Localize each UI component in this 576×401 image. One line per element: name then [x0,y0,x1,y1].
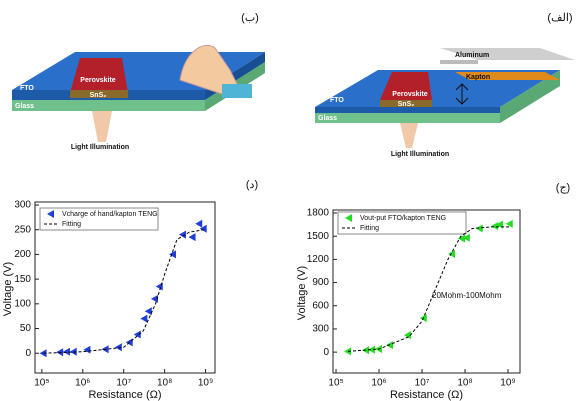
light-beam [400,123,418,148]
aluminum-front [440,60,478,64]
legend-label: Fitting [62,221,81,228]
legend-label: Vout-put FTO/kapton TENG [360,215,446,222]
label: Glass [318,115,337,122]
annotation: 20Mohm-100Mohm [432,291,502,300]
y-tick-label: 250 [14,224,31,235]
x-tick-label: 10⁷ [415,378,430,389]
x-tick-label: 10⁶ [75,378,90,389]
data-point [140,315,147,323]
x-tick-label: 10⁹ [198,378,213,389]
label: Kapton [466,74,490,81]
y-tick-label: 200 [14,249,31,260]
light-beam [92,111,112,142]
x-tick-label: 10⁸ [157,378,172,389]
data-point [145,307,152,315]
data-point [491,222,498,230]
x-tick-label: 10⁶ [371,378,386,389]
data-point [195,220,202,228]
x-tick-label: 10⁷ [116,378,131,389]
glass [315,113,500,123]
label: Perovskite [80,77,116,84]
fit-line [44,230,204,354]
y-tick-label: 300 [312,324,329,335]
fit-line [348,227,510,351]
label: Light Illumination [71,144,129,151]
data-point [63,348,70,356]
x-tick-label: 10⁸ [457,378,472,389]
y-tick-label: 100 [14,298,31,309]
y-tick-label: 1500 [307,231,330,242]
y-tick-label: 1200 [307,254,330,265]
fto-front [315,107,500,113]
panel-label: (د) [246,179,258,191]
label: SnS₂ [398,101,415,108]
y-axis-title: Voltage (V) [2,262,14,316]
sleeve [222,84,252,98]
label: FTO [330,97,344,104]
y-tick-label: 900 [312,277,329,288]
data-point [448,250,455,258]
data-point [458,235,465,243]
y-tick-label: 0 [25,348,31,359]
label: Perovskite [392,91,428,98]
y-tick-label: 600 [312,300,329,311]
x-axis-title: Resistance (Ω) [88,389,161,401]
glass [12,100,205,111]
data-point [83,346,90,354]
data-point [189,233,196,241]
perovskite [70,58,128,93]
panel-label: (ج) [556,182,570,194]
legend-label: Fitting [360,225,379,232]
label: SnS₂ [90,92,107,99]
y-tick-label: 300 [14,200,31,211]
label: Light Illumination [391,151,449,158]
diagram-b: FTO Glass Perovskite SnS₂ Light Illumina… [12,12,265,151]
label: FTO [20,85,34,92]
y-tick-label: 150 [14,274,31,285]
figure: FTO Glass Perovskite SnS₂ Light Illumina… [0,0,576,401]
label: Aluminum [455,52,489,59]
diagram-a: FTO Glass Perovskite SnS₂ Light Illumina… [315,12,575,158]
label: Glass [15,103,34,110]
x-tick-label: 10⁵ [34,378,49,389]
x-tick-label: 10⁵ [328,378,343,389]
y-tick-label: 50 [20,323,32,334]
panel-label: (الف) [547,12,572,24]
panel-label: (ب) [241,12,259,24]
legend-label: Vcharge of hand/kapton TENG [62,211,158,218]
y-axis-title: Voltage (V) [296,266,308,320]
x-axis-title: Resistance (Ω) [390,389,463,401]
y-tick-label: 1800 [307,208,330,219]
y-tick-label: 0 [323,347,329,358]
x-tick-label: 10⁹ [500,378,515,389]
